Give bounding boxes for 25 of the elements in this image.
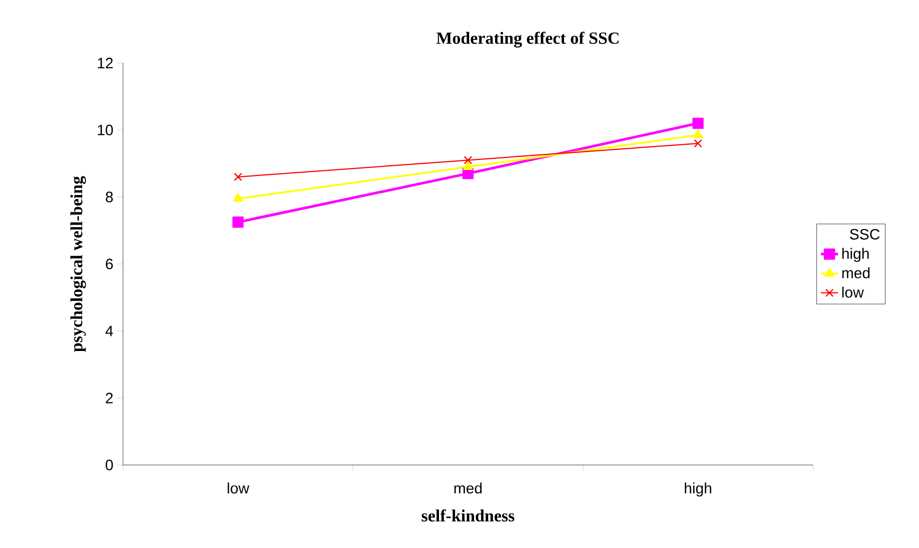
y-tick-label: 2 <box>106 392 113 404</box>
legend-title: SSC <box>850 228 880 240</box>
legend-label: med <box>842 267 870 278</box>
chart-title: Moderating effect of SSC <box>436 32 619 48</box>
x-tick-label: med <box>454 482 482 494</box>
y-tick-label: 4 <box>105 326 114 336</box>
point <box>233 193 243 202</box>
point <box>694 139 702 148</box>
y-axis-title: psychological well-being <box>70 176 86 352</box>
y-tick-label: 6 <box>106 258 113 270</box>
legend-label: low <box>842 286 864 298</box>
y-tick-label: 0 <box>106 460 113 470</box>
y-tick-label: 10 <box>98 124 113 136</box>
point <box>234 172 242 182</box>
point <box>692 118 704 129</box>
y-tick-label: 12 <box>98 58 113 68</box>
point <box>232 216 244 228</box>
point <box>693 129 703 138</box>
x-tick-label: low <box>228 482 250 494</box>
x-axis-title: self-kindness <box>422 509 514 522</box>
x-tick-label: high <box>684 482 712 496</box>
y-tick-label: 8 <box>106 192 113 202</box>
legend-label: high <box>842 248 869 262</box>
point <box>463 161 473 170</box>
point <box>464 156 472 164</box>
